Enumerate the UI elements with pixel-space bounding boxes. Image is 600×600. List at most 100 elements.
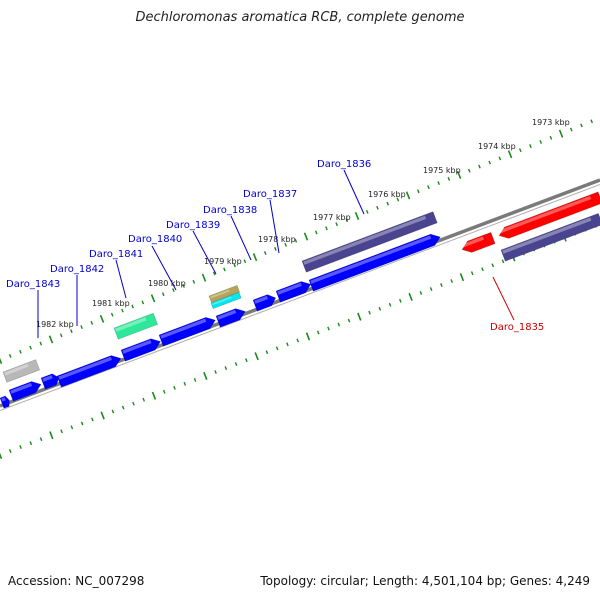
tick-mark <box>337 322 341 327</box>
tick-mark <box>203 371 208 380</box>
tick-mark <box>110 312 114 317</box>
tick-mark <box>19 349 22 354</box>
gene-label-daro-1842[interactable]: Daro_1842 <box>50 264 104 275</box>
gene-label-daro-1840[interactable]: Daro_1840 <box>128 234 182 245</box>
gene-feature[interactable] <box>301 211 438 273</box>
gene-feature[interactable] <box>2 359 41 383</box>
tick-mark <box>234 362 238 367</box>
tick-mark <box>284 242 287 247</box>
gene-feature[interactable] <box>120 336 163 362</box>
gene-feature[interactable] <box>158 315 218 347</box>
gene-feature[interactable] <box>308 231 442 292</box>
kbp-label: 1974 kbp <box>478 142 516 151</box>
gene-feature[interactable] <box>208 285 240 303</box>
tick-mark <box>173 385 176 390</box>
tick-mark <box>325 226 328 231</box>
gene-feature[interactable] <box>500 212 600 262</box>
tick-mark <box>224 366 228 370</box>
tick-mark <box>376 205 379 210</box>
kbp-label: 1978 kbp <box>258 235 296 244</box>
tick-mark <box>80 421 84 426</box>
tick-mark <box>99 314 105 323</box>
tick-mark <box>450 279 453 284</box>
tick-mark <box>437 181 440 186</box>
gene-feature[interactable] <box>497 191 600 241</box>
label-connector <box>192 230 217 275</box>
tick-mark <box>386 201 389 206</box>
gene-feature[interactable] <box>8 379 43 402</box>
tick-mark <box>223 267 226 272</box>
tick-mark <box>327 326 330 331</box>
gene-feature[interactable] <box>0 395 11 409</box>
tick-mark <box>357 312 362 321</box>
tick-mark <box>481 267 484 272</box>
tick-mark <box>90 321 94 325</box>
tick-mark <box>408 292 413 301</box>
tick-mark <box>507 150 513 159</box>
tick-mark <box>558 129 564 138</box>
gene-label-daro-1843[interactable]: Daro_1843 <box>6 279 60 290</box>
tick-mark <box>488 160 491 165</box>
tick-mark <box>265 350 269 355</box>
tick-mark <box>365 209 369 214</box>
kbp-label: 1975 kbp <box>423 166 461 175</box>
gene-label-daro-1837[interactable]: Daro_1837 <box>243 189 297 200</box>
gene-feature[interactable] <box>40 372 61 390</box>
tick-mark <box>162 389 166 394</box>
kbp-label: 1976 kbp <box>368 190 406 199</box>
tick-mark <box>518 148 522 153</box>
gene-feature[interactable] <box>215 306 247 328</box>
tick-mark <box>440 283 443 287</box>
tick-mark <box>275 346 279 351</box>
tick-mark <box>378 306 382 311</box>
gene-label-daro-1835[interactable]: Daro_1835 <box>490 322 544 333</box>
tick-mark <box>303 232 309 241</box>
tick-mark <box>399 298 402 303</box>
tick-mark <box>141 300 145 305</box>
gene-feature[interactable] <box>210 292 242 310</box>
tick-mark <box>580 123 583 128</box>
gene-feature[interactable] <box>460 231 496 255</box>
tick-mark <box>0 357 3 365</box>
tick-mark <box>501 259 505 264</box>
tick-mark <box>131 304 134 309</box>
gene-feature[interactable] <box>56 353 123 388</box>
tick-mark <box>151 391 157 400</box>
tick-mark <box>316 330 320 335</box>
map-title: Dechloromonas aromatica RCB, complete ge… <box>135 10 465 25</box>
tick-mark <box>48 335 54 344</box>
tick-mark <box>91 417 94 422</box>
kbp-label: 1982 kbp <box>36 320 74 329</box>
gene-label-daro-1838[interactable]: Daro_1838 <box>203 205 257 216</box>
tick-mark <box>243 259 247 264</box>
tick-mark <box>539 139 543 144</box>
tick-mark <box>354 211 360 220</box>
tick-mark <box>447 177 451 181</box>
tick-mark <box>429 287 433 291</box>
tick-mark <box>182 284 185 288</box>
gene-label-daro-1839[interactable]: Daro_1839 <box>166 220 220 231</box>
tick-mark <box>296 338 299 343</box>
genome-backbone-inner <box>0 184 600 411</box>
kbp-label: 1973 kbp <box>532 118 570 127</box>
label-connector <box>151 245 177 291</box>
tick-mark <box>368 310 371 315</box>
gene-label-daro-1836[interactable]: Daro_1836 <box>317 159 371 170</box>
tick-mark <box>142 397 146 402</box>
gene-feature[interactable] <box>275 279 313 303</box>
gene-label-daro-1841[interactable]: Daro_1841 <box>89 249 143 260</box>
tick-mark <box>470 271 474 276</box>
tick-mark <box>427 185 430 190</box>
tick-mark <box>214 370 217 374</box>
tick-mark <box>459 273 465 282</box>
tick-mark <box>549 135 553 140</box>
tick-mark <box>59 333 63 338</box>
gene-feature[interactable] <box>113 312 158 340</box>
tick-mark <box>335 222 338 227</box>
gene-feature[interactable] <box>252 292 278 312</box>
tick-mark <box>201 273 207 282</box>
tick-mark <box>396 197 400 202</box>
label-connector <box>230 215 252 261</box>
tick-mark <box>121 308 124 313</box>
